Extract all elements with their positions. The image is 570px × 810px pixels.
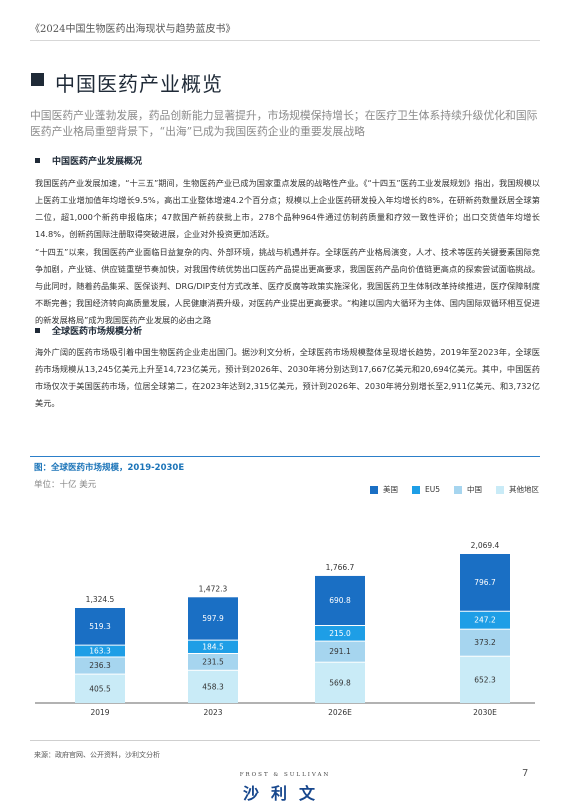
- page-title: 中国医药产业概览: [55, 72, 223, 96]
- legend-swatch: [496, 485, 504, 494]
- legend-swatch: [370, 485, 378, 494]
- data-label: 247.2: [474, 616, 496, 625]
- data-label: 405.5: [89, 684, 111, 693]
- total-label: 1,766.7: [326, 563, 355, 572]
- footer-divider: [30, 740, 540, 741]
- data-label: 184.5: [202, 642, 224, 651]
- source-note: 来源：政府官网、公开资料，沙利文分析: [34, 751, 160, 759]
- legend-label: 其他地区: [509, 485, 539, 494]
- bar-segment: [75, 657, 125, 674]
- x-tick-label: 2023: [203, 708, 222, 717]
- x-tick-label: 2030E: [473, 708, 497, 717]
- paragraph-market: 海外广阔的医药市场吸引着中国生物医药企业走出国门。据沙利文分析，全球医药市场规模…: [35, 347, 540, 408]
- data-label: 236.3: [89, 661, 111, 670]
- logo-text-en: FROST & SULLIVAN: [239, 772, 331, 778]
- title-marker-icon: [31, 73, 44, 86]
- legend-swatch: [454, 485, 462, 494]
- bar-segment: [315, 662, 365, 703]
- data-label: 597.9: [202, 614, 224, 623]
- legend-label: 中国: [467, 485, 482, 494]
- bar-segment: [315, 641, 365, 662]
- total-label: 1,472.3: [199, 584, 228, 593]
- bar-segment: [75, 608, 125, 645]
- bar-segment: [188, 597, 238, 640]
- legend-label: 美国: [383, 485, 398, 494]
- bar-segment: [75, 645, 125, 657]
- section-title-market: 全球医药市场规模分析: [52, 327, 143, 337]
- bar-segment: [188, 670, 238, 703]
- bar-segment: [315, 626, 365, 641]
- data-label: 163.3: [89, 647, 111, 656]
- data-label: 569.8: [329, 678, 351, 687]
- total-label: 2,069.4: [471, 541, 500, 550]
- data-label: 796.7: [474, 578, 496, 587]
- chart-title: 图：全球医药市场规模，2019-2030E: [34, 463, 185, 473]
- data-label: 291.1: [329, 647, 351, 656]
- total-label: 1,324.5: [86, 595, 115, 604]
- bar-segment: [460, 656, 510, 703]
- legend-item-other: 其他地区: [496, 484, 539, 495]
- market-size-chart: 405.5 236.3 163.3 519.3 1,324.5 2019 458.3 231.…: [35, 541, 535, 717]
- bar-segment: [75, 674, 125, 703]
- header-divider: [30, 40, 540, 41]
- section-marker-icon: [35, 328, 40, 333]
- bar-segment: [315, 575, 365, 626]
- x-tick-label: 2019: [90, 708, 109, 717]
- x-tick-label: 2026E: [328, 708, 352, 717]
- legend-swatch: [412, 485, 420, 494]
- data-label: 690.8: [329, 596, 351, 605]
- paragraph-industry-2: “十四五”以来，我国医药产业面临日益复杂的内、外部环境，挑战与机遇并存。全球医药…: [35, 247, 540, 325]
- legend-label: EU5: [425, 485, 440, 494]
- chart-unit: 单位：十亿 美元: [34, 480, 97, 490]
- legend-item-china: 中国: [454, 484, 482, 495]
- running-header: 《2024中国生物医药出海现状与趋势蓝皮书》: [30, 24, 236, 35]
- legend-item-eu5: EU5: [412, 484, 440, 495]
- lead-summary: 中国医药产业蓬勃发展，药品创新能力显著提升，市场规模保持增长；在医疗卫生体系持续…: [30, 109, 538, 138]
- page-number: 7: [522, 768, 529, 779]
- bar-segment: [188, 640, 238, 653]
- data-label: 519.3: [89, 622, 111, 631]
- bar-segment: [460, 629, 510, 656]
- data-label: 458.3: [202, 682, 224, 691]
- data-label: 373.2: [474, 638, 496, 647]
- bar-segment: [188, 654, 238, 670]
- bar-segment: [460, 554, 510, 611]
- bar-segment: [460, 611, 510, 629]
- chart-divider: [30, 456, 540, 457]
- data-label: 215.0: [329, 629, 351, 638]
- legend-item-us: 美国: [370, 484, 398, 495]
- data-label: 231.5: [202, 657, 224, 666]
- section-title-industry: 中国医药产业发展概况: [52, 157, 143, 167]
- section-marker-icon: [35, 158, 40, 163]
- logo-text-cn: 沙利文: [242, 784, 327, 803]
- paragraph-industry-1: 我国医药产业发展加速，“十三五”期间，生物医药产业已成为国家重点发展的战略性产业…: [35, 178, 540, 239]
- chart-legend: 美国 EU5 中国 其他地区: [370, 484, 539, 495]
- data-label: 652.3: [474, 675, 496, 684]
